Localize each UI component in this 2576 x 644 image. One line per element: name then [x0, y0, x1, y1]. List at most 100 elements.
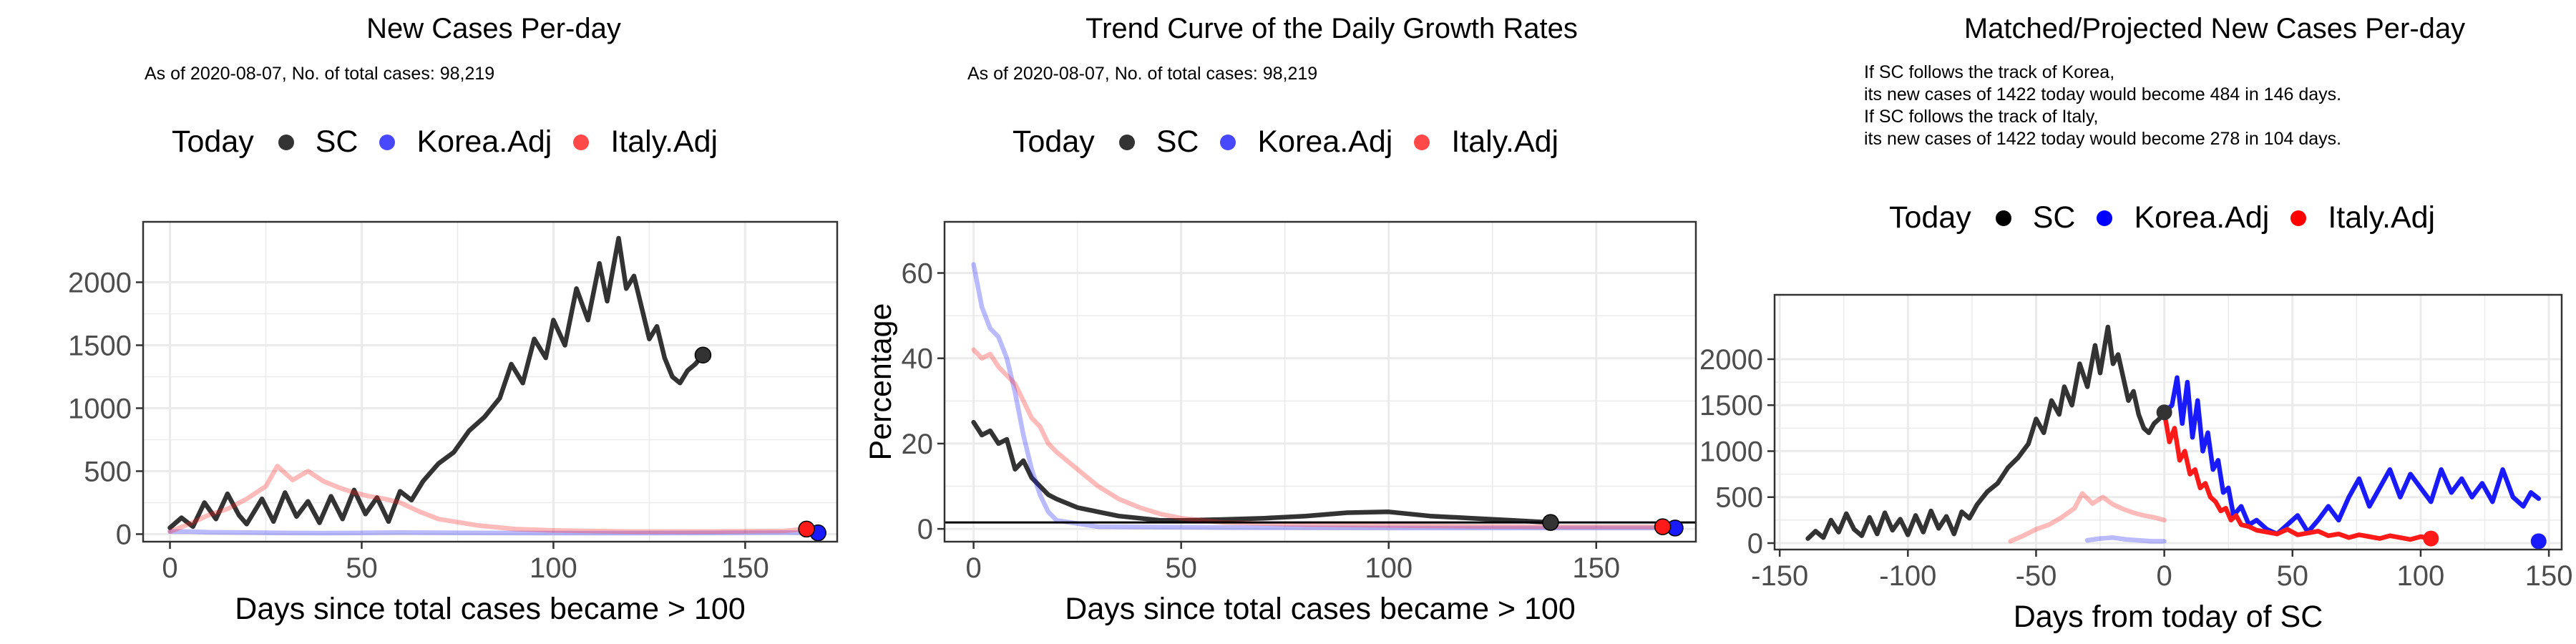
- y-tick-label: 0: [917, 514, 933, 545]
- legend-key: [1995, 210, 2011, 226]
- chart-subtitle: As of 2020-08-07, No. of total cases: 98…: [967, 63, 1317, 85]
- legend-item-italy: Italy.Adj: [2290, 200, 2435, 235]
- x-tick-label: 100: [2397, 560, 2445, 592]
- projected-cases-chart: -150 -100 -50 0 50 100 1500500100015002000Days…: [1699, 293, 2573, 634]
- legend: Today SC Korea.Adj Italy.Adj: [1013, 125, 1580, 160]
- x-tick-label: -150: [1751, 560, 1808, 592]
- today-point-korea-adj: [2530, 533, 2547, 550]
- legend: Today SC Korea.Adj Italy.Adj: [172, 125, 739, 160]
- legend-item-korea: Korea.Adj: [2097, 200, 2269, 235]
- x-tick-label: 150: [2525, 560, 2573, 592]
- x-tick-label: -100: [1879, 560, 1936, 592]
- y-axis-title: Percentage: [864, 303, 898, 461]
- legend-label: SC: [2032, 200, 2076, 235]
- y-tick-label: 60: [902, 258, 934, 290]
- legend-label: SC: [1156, 125, 1199, 159]
- x-tick-label: 0: [162, 552, 177, 584]
- series-line-korea-adj-matched-: [2084, 535, 2167, 544]
- legend-item-italy: Italy.Adj: [1414, 125, 1558, 160]
- series-line-sc: [1805, 324, 2167, 541]
- series-line-korea-adj-projected-: [2162, 375, 2542, 537]
- y-tick-label: 500: [84, 456, 132, 487]
- chart-subtitle: As of 2020-08-07, No. of total cases: 98…: [145, 63, 494, 85]
- series-line-italy-adj-projected-: [2162, 409, 2434, 542]
- legend-key: [1414, 134, 1430, 150]
- y-tick-label: 2000: [1699, 344, 1763, 376]
- series-line-italy-adj-matched-: [2008, 491, 2167, 544]
- legend-item-korea: Korea.Adj: [1220, 125, 1392, 160]
- series-line-italy-adj: [167, 464, 809, 535]
- today-point-sc: [694, 346, 712, 364]
- series-line-sc: [971, 419, 1553, 525]
- x-tick-label: 150: [721, 552, 769, 584]
- legend-item-sc: SC: [1118, 125, 1199, 160]
- subtitle-line: its new cases of 1422 today would become…: [1864, 129, 2342, 149]
- y-tick-label: 1500: [1699, 390, 1763, 421]
- subtitle-line: its new cases of 1422 today would become…: [1864, 84, 2342, 104]
- y-tick-label: 0: [1747, 528, 1763, 560]
- x-tick-label: 50: [1165, 552, 1197, 584]
- legend-key: [379, 134, 396, 150]
- new-cases-panel: New Cases Per-day As of 2020-08-07, No. …: [0, 0, 859, 644]
- x-tick-label: 50: [2277, 560, 2309, 592]
- chart-title: New Cases Per-day: [366, 13, 621, 44]
- y-tick-label: 0: [116, 519, 132, 550]
- x-tick-label: 100: [530, 552, 577, 584]
- y-tick-label: 1500: [68, 330, 132, 361]
- x-tick-label: 50: [346, 552, 378, 584]
- x-tick-label: 0: [965, 552, 981, 584]
- legend-item-sc: SC: [278, 125, 358, 160]
- y-tick-label: 2000: [68, 267, 132, 298]
- gridlines: [945, 222, 1696, 542]
- y-tick-label: 500: [1715, 482, 1763, 514]
- projected-cases-panel: Matched/Projected New Cases Per-day If S…: [1699, 0, 2576, 644]
- series-line-korea-adj: [167, 529, 821, 536]
- legend-title: Today: [172, 125, 254, 159]
- series-line-sc: [167, 235, 706, 530]
- subtitle-line: As of 2020-08-07, No. of total cases: 98…: [145, 64, 495, 84]
- legend-title: Today: [1889, 200, 1971, 235]
- plot-border: [1773, 293, 2563, 551]
- today-point-sc: [2156, 404, 2172, 421]
- y-tick-label: 1000: [1699, 436, 1763, 467]
- chart-title: Matched/Projected New Cases Per-day: [1963, 13, 2466, 44]
- growth-rate-chart: 0 50 100 150 0 20 40 60 Days since total cases b…: [864, 220, 1697, 626]
- x-tick-label: 0: [2157, 560, 2172, 592]
- x-tick-label: -50: [2016, 560, 2057, 592]
- legend-label: Italy.Adj: [1451, 125, 1559, 159]
- legend-title: Today: [1013, 125, 1095, 159]
- today-point-italy-adj: [1654, 518, 1672, 535]
- subtitle-line: If SC follows the track of Italy,: [1864, 107, 2099, 127]
- x-tick-label: 150: [1572, 552, 1620, 584]
- today-point-italy-adj: [2423, 530, 2439, 547]
- series-line-italy-adj: [971, 347, 1665, 530]
- subtitle-line: If SC follows the track of Korea,: [1864, 62, 2115, 82]
- legend-label: Italy.Adj: [610, 125, 718, 159]
- legend-label: Korea.Adj: [2134, 200, 2270, 235]
- legend-key: [1118, 134, 1135, 150]
- legend-key: [2097, 210, 2113, 226]
- legend-label: Korea.Adj: [416, 125, 552, 159]
- subtitle-line: As of 2020-08-07, No. of total cases: 98…: [967, 64, 1318, 84]
- legend-key: [278, 134, 294, 150]
- plot-background: [143, 222, 837, 542]
- legend-item-korea: Korea.Adj: [379, 125, 552, 160]
- legend-label: Italy.Adj: [2328, 200, 2436, 235]
- x-axis-title: Days since total cases became > 100: [1065, 592, 1575, 626]
- today-point-sc: [1542, 514, 1559, 531]
- legend-label: Korea.Adj: [1257, 125, 1393, 159]
- plot-border: [142, 220, 839, 543]
- y-tick-label: 1000: [68, 393, 132, 424]
- x-tick-label: 100: [1365, 552, 1413, 584]
- legend: Today SC Korea.Adj Italy.Adj: [1889, 200, 2457, 235]
- today-point-italy-adj: [798, 520, 815, 538]
- legend-key: [2290, 210, 2307, 226]
- y-tick-label: 20: [902, 429, 934, 460]
- plot-background: [945, 222, 1696, 542]
- plot-border: [943, 220, 1697, 543]
- legend-key: [1220, 134, 1236, 150]
- x-axis-title: Days from today of SC: [2014, 600, 2323, 634]
- chart-subtitle: If SC follows the track of Korea, its ne…: [1864, 62, 2341, 150]
- legend-item-italy: Italy.Adj: [573, 125, 718, 160]
